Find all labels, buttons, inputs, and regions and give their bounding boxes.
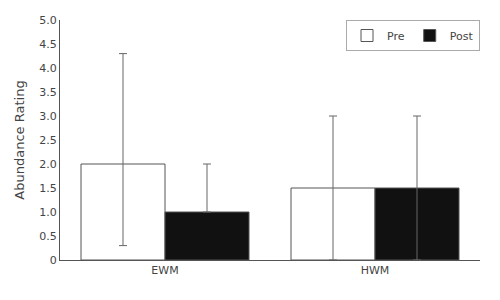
svg-text:0: 0 — [50, 254, 57, 267]
svg-text:Post: Post — [450, 30, 474, 43]
svg-text:5.0: 5.0 — [39, 14, 57, 27]
svg-text:HWM: HWM — [361, 264, 390, 277]
svg-text:1.5: 1.5 — [39, 182, 57, 195]
svg-text:Abundance Rating: Abundance Rating — [12, 80, 27, 199]
svg-text:Pre: Pre — [387, 30, 405, 43]
svg-text:2.5: 2.5 — [39, 134, 57, 147]
svg-text:2.0: 2.0 — [39, 158, 57, 171]
svg-text:3.5: 3.5 — [39, 86, 57, 99]
svg-text:EWM: EWM — [151, 264, 178, 277]
svg-text:4.5: 4.5 — [39, 38, 57, 51]
svg-text:1.0: 1.0 — [39, 206, 57, 219]
svg-text:0.5: 0.5 — [39, 230, 57, 243]
svg-text:4.0: 4.0 — [39, 62, 57, 75]
svg-text:3.0: 3.0 — [39, 110, 57, 123]
